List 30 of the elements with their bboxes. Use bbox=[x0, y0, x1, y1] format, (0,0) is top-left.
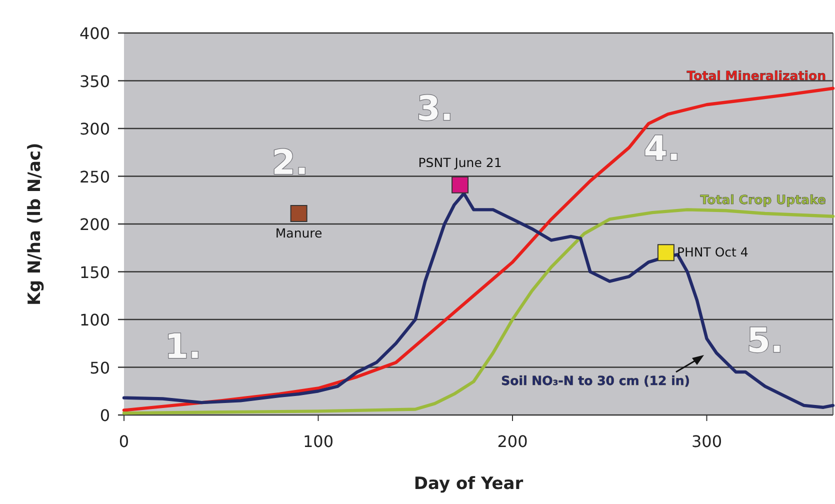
series-label: Manure bbox=[275, 225, 323, 240]
annotation: 2. bbox=[272, 143, 308, 183]
y-tick-label: 50 bbox=[90, 358, 110, 378]
y-tick-label: 100 bbox=[79, 310, 110, 330]
y-axis-title: Kg N/ha (lb N/ac) bbox=[25, 142, 45, 306]
y-tick-label: 250 bbox=[79, 167, 110, 186]
annotation: 1. bbox=[164, 327, 202, 367]
annotation: 3. bbox=[416, 89, 454, 129]
x-tick-label: 300 bbox=[691, 432, 722, 451]
point bbox=[290, 204, 308, 222]
annotation: 5. bbox=[746, 321, 784, 361]
point bbox=[452, 176, 469, 194]
series-label: Total Crop Uptake bbox=[700, 192, 826, 207]
x-tick-label: 100 bbox=[302, 432, 334, 451]
y-tick-label: 200 bbox=[79, 215, 110, 234]
y-tick-label: 150 bbox=[79, 262, 110, 282]
line-series bbox=[122, 86, 835, 412]
text: Soil NO₃-N to 30 cm (12 in) bbox=[501, 373, 690, 388]
series-label: Total Mineralization bbox=[686, 68, 826, 83]
annotation: 4. bbox=[644, 129, 680, 169]
point bbox=[657, 244, 674, 262]
x-tick-label: 0 bbox=[118, 432, 130, 451]
x-tick-label: 200 bbox=[497, 432, 528, 451]
y-tick-label: 400 bbox=[79, 24, 110, 43]
series-label: PSNT June 21 bbox=[418, 154, 502, 170]
y-tick-label: 300 bbox=[79, 120, 110, 138]
series-label: PHNT Oct 4 bbox=[676, 244, 748, 260]
x-axis-title: Day of Year bbox=[414, 474, 524, 494]
y-tick-label: 0 bbox=[100, 406, 110, 425]
y-tick-label: 350 bbox=[79, 72, 110, 91]
